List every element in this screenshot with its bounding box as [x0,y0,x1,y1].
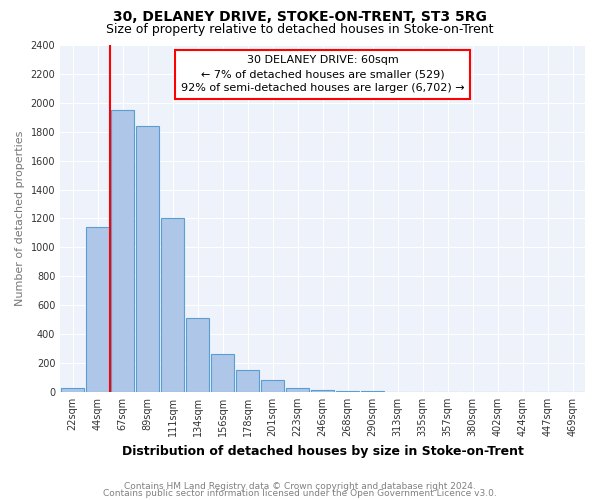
Bar [136,126,159,392]
Bar [361,391,384,392]
Bar [161,218,184,392]
Bar [187,318,209,392]
Bar [112,110,134,392]
Text: Contains HM Land Registry data © Crown copyright and database right 2024.: Contains HM Land Registry data © Crown c… [124,482,476,491]
Bar [311,390,334,392]
Bar [86,227,109,392]
Bar [236,370,259,392]
Bar [286,388,309,392]
Text: 30, DELANEY DRIVE, STOKE-ON-TRENT, ST3 5RG: 30, DELANEY DRIVE, STOKE-ON-TRENT, ST3 5… [113,10,487,24]
Text: Size of property relative to detached houses in Stoke-on-Trent: Size of property relative to detached ho… [106,22,494,36]
Bar [262,380,284,392]
X-axis label: Distribution of detached houses by size in Stoke-on-Trent: Distribution of detached houses by size … [122,444,524,458]
Text: Contains public sector information licensed under the Open Government Licence v3: Contains public sector information licen… [103,489,497,498]
Bar [61,388,84,392]
Bar [211,354,234,392]
Y-axis label: Number of detached properties: Number of detached properties [15,131,25,306]
Text: 30 DELANEY DRIVE: 60sqm
← 7% of detached houses are smaller (529)
92% of semi-de: 30 DELANEY DRIVE: 60sqm ← 7% of detached… [181,56,464,94]
Bar [337,391,359,392]
